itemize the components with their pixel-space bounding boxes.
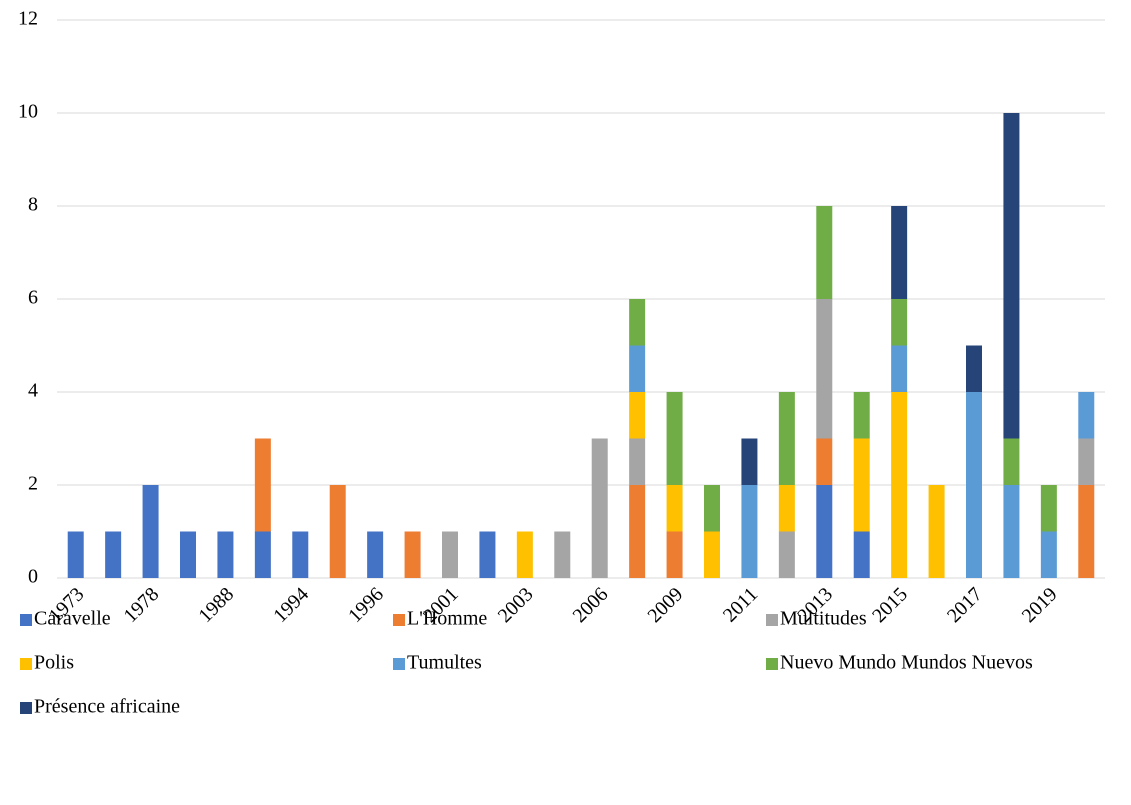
legend-swatch [766,614,778,626]
bar-segment [816,438,833,485]
y-tick-label: 12 [18,8,38,30]
legend-swatch [766,658,778,670]
x-tick-label: 1978 [120,583,164,627]
y-tick-label: 4 [28,380,38,402]
legend-label: Présence africaine [34,696,180,718]
bar-segment [591,438,608,578]
bar-segment [666,485,683,532]
bar-segment [629,438,646,485]
bar-segment [629,345,646,392]
x-tick-label: 1988 [194,583,238,627]
bar-segment [292,531,309,578]
bar-segment [1003,113,1020,439]
bar-segment [217,531,234,578]
bar-segment [853,392,870,439]
bar-segment [1003,485,1020,578]
x-tick-label: 2015 [868,583,912,627]
bar-segment [629,392,646,439]
y-tick-label: 2 [28,473,38,495]
y-tick-label: 6 [28,287,38,309]
legend-swatch [393,614,405,626]
bar-segment [67,531,84,578]
bar-segment [479,531,496,578]
bar-segment [404,531,421,578]
bar-segment [1003,438,1020,485]
bar-segment [704,485,720,532]
x-tick-label: 1994 [269,583,313,627]
bar-segment [1078,485,1095,578]
bar-segment [816,299,833,439]
bar-segment [816,485,833,578]
bar-segment [741,438,758,485]
y-tick-label: 10 [18,101,38,123]
bar-segment [741,485,758,578]
x-tick-label: 1996 [344,583,388,627]
bar-segment [105,531,122,578]
legend-swatch [20,658,32,670]
bar-segment [1040,531,1057,578]
bar-segment [629,485,646,578]
x-tick-label: 2017 [943,583,987,627]
bar-segment [966,392,982,578]
legend-swatch [20,614,32,626]
bar-segment [966,345,982,392]
legend-label: Polis [34,652,74,674]
y-tick-label: 8 [28,194,38,216]
x-tick-label: 2006 [569,583,613,627]
bar-segment [142,485,159,578]
x-tick-label: 2019 [1018,583,1062,627]
bar-segment [666,531,683,578]
bar-segment [778,392,795,485]
bar-segment [367,531,384,578]
x-tick-label: 2003 [494,583,538,627]
bar-segment [891,299,908,346]
bar-segment [1078,392,1095,439]
bar-segment [180,531,196,578]
bar-segment [778,485,795,532]
bar-segment [778,531,795,578]
bar-segment [928,485,945,578]
bar-segment [554,531,571,578]
bar-segment [629,299,646,346]
bar-segment [254,531,271,578]
bar-segment [853,438,870,532]
bar-segment [329,485,346,578]
y-tick-label: 0 [28,566,38,588]
bar-segment [1040,485,1057,532]
legend-label: Caravelle [34,608,111,630]
legend-label: Nuevo Mundo Mundos Nuevos [780,652,1033,674]
bar-segment [704,531,720,578]
bar-segment [1078,438,1095,485]
bar-segment [891,345,908,392]
x-tick-label: 2011 [719,583,762,626]
legend-swatch [393,658,405,670]
bar-segment [254,438,271,532]
bar-segment [891,206,908,299]
bar-segment [516,531,533,578]
legend-swatch [20,702,32,714]
bar-segment [853,531,870,578]
x-tick-label: 2009 [644,583,688,627]
legend-label: Tumultes [407,652,482,674]
legend-label: L'Homme [407,608,487,630]
bar-segment [816,206,833,299]
legend-label: Multitudes [780,608,867,630]
bar-segment [891,392,908,578]
bar-segment [442,531,458,578]
bar-segment [666,392,683,485]
